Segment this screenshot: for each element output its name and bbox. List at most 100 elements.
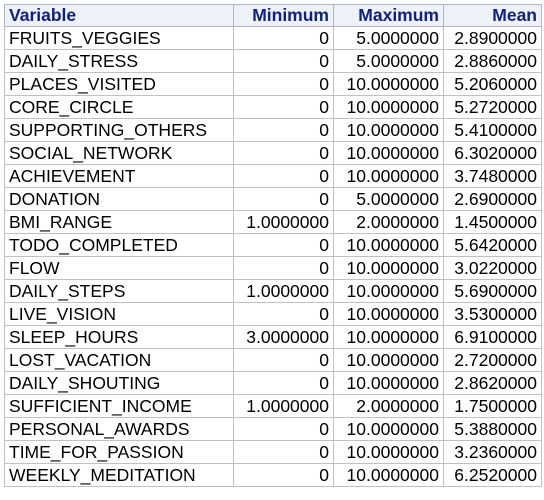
cell-variable: DAILY_STEPS xyxy=(4,279,234,303)
summary-statistics-table: Variable Minimum Maximum Mean FRUITS_VEG… xyxy=(4,4,542,487)
cell-variable: ACHIEVEMENT xyxy=(4,164,234,188)
cell-minimum: 0 xyxy=(233,49,334,73)
column-header-minimum: Minimum xyxy=(233,4,334,27)
column-header-variable: Variable xyxy=(4,4,234,27)
cell-maximum: 10.0000000 xyxy=(333,302,444,326)
cell-minimum: 1.0000000 xyxy=(233,394,334,418)
table-row: SUFFICIENT_INCOME 1.0000000 2.0000000 1.750… xyxy=(4,394,542,418)
cell-mean: 2.8620000 xyxy=(443,371,542,395)
cell-maximum: 10.0000000 xyxy=(333,371,444,395)
cell-mean: 1.7500000 xyxy=(443,394,542,418)
cell-mean: 5.2720000 xyxy=(443,95,542,119)
table-header: Variable Minimum Maximum Mean xyxy=(4,4,542,27)
cell-minimum: 0 xyxy=(233,118,334,142)
table-row: PLACES_VISITED 0 10.0000000 5.2060000 xyxy=(4,72,542,96)
cell-maximum: 10.0000000 xyxy=(333,256,444,280)
cell-mean: 3.2360000 xyxy=(443,440,542,464)
cell-variable: FRUITS_VEGGIES xyxy=(4,26,234,50)
table-row: FRUITS_VEGGIES 0 5.0000000 2.8900000 xyxy=(4,26,542,50)
table-row: BMI_RANGE 1.0000000 2.0000000 1.4500000 xyxy=(4,210,542,234)
cell-mean: 5.4100000 xyxy=(443,118,542,142)
cell-maximum: 5.0000000 xyxy=(333,26,444,50)
cell-maximum: 10.0000000 xyxy=(333,279,444,303)
cell-minimum: 1.0000000 xyxy=(233,279,334,303)
table-row: DONATION 0 5.0000000 2.6900000 xyxy=(4,187,542,211)
cell-minimum: 0 xyxy=(233,440,334,464)
summary-statistics-panel: Variable Minimum Maximum Mean FRUITS_VEG… xyxy=(4,4,542,487)
cell-mean: 2.8900000 xyxy=(443,26,542,50)
cell-variable: DONATION xyxy=(4,187,234,211)
table-row: WEEKLY_MEDITATION 0 10.0000000 6.2520000 xyxy=(4,463,542,487)
table-row: DAILY_SHOUTING 0 10.0000000 2.8620000 xyxy=(4,371,542,395)
cell-minimum: 0 xyxy=(233,164,334,188)
cell-minimum: 0 xyxy=(233,302,334,326)
table-row: LOST_VACATION 0 10.0000000 2.7200000 xyxy=(4,348,542,372)
cell-minimum: 0 xyxy=(233,187,334,211)
cell-maximum: 10.0000000 xyxy=(333,95,444,119)
cell-minimum: 0 xyxy=(233,141,334,165)
cell-variable: TODO_COMPLETED xyxy=(4,233,234,257)
cell-minimum: 0 xyxy=(233,256,334,280)
cell-mean: 3.7480000 xyxy=(443,164,542,188)
cell-maximum: 2.0000000 xyxy=(333,210,444,234)
cell-maximum: 10.0000000 xyxy=(333,141,444,165)
column-header-maximum: Maximum xyxy=(333,4,444,27)
cell-variable: SLEEP_HOURS xyxy=(4,325,234,349)
cell-variable: PLACES_VISITED xyxy=(4,72,234,96)
cell-mean: 1.4500000 xyxy=(443,210,542,234)
header-row: Variable Minimum Maximum Mean xyxy=(4,4,542,27)
cell-minimum: 0 xyxy=(233,26,334,50)
table-row: ACHIEVEMENT 0 10.0000000 3.7480000 xyxy=(4,164,542,188)
cell-variable: DAILY_SHOUTING xyxy=(4,371,234,395)
cell-mean: 3.5300000 xyxy=(443,302,542,326)
cell-minimum: 0 xyxy=(233,371,334,395)
cell-minimum: 0 xyxy=(233,95,334,119)
cell-variable: PERSONAL_AWARDS xyxy=(4,417,234,441)
cell-minimum: 0 xyxy=(233,348,334,372)
cell-maximum: 10.0000000 xyxy=(333,164,444,188)
table-row: TODO_COMPLETED 0 10.0000000 5.6420000 xyxy=(4,233,542,257)
cell-mean: 2.6900000 xyxy=(443,187,542,211)
table-body: FRUITS_VEGGIES 0 5.0000000 2.8900000 DAILY_S… xyxy=(4,26,542,487)
cell-mean: 2.8860000 xyxy=(443,49,542,73)
cell-minimum: 1.0000000 xyxy=(233,210,334,234)
cell-mean: 6.3020000 xyxy=(443,141,542,165)
table-row: DAILY_STRESS 0 5.0000000 2.8860000 xyxy=(4,49,542,73)
cell-minimum: 3.0000000 xyxy=(233,325,334,349)
cell-variable: FLOW xyxy=(4,256,234,280)
table-row: SOCIAL_NETWORK 0 10.0000000 6.3020000 xyxy=(4,141,542,165)
cell-minimum: 0 xyxy=(233,72,334,96)
cell-minimum: 0 xyxy=(233,417,334,441)
table-row: PERSONAL_AWARDS 0 10.0000000 5.3880000 xyxy=(4,417,542,441)
cell-maximum: 10.0000000 xyxy=(333,233,444,257)
cell-minimum: 0 xyxy=(233,233,334,257)
cell-maximum: 10.0000000 xyxy=(333,440,444,464)
cell-maximum: 10.0000000 xyxy=(333,325,444,349)
cell-variable: WEEKLY_MEDITATION xyxy=(4,463,234,487)
cell-maximum: 10.0000000 xyxy=(333,118,444,142)
cell-mean: 5.2060000 xyxy=(443,72,542,96)
cell-variable: BMI_RANGE xyxy=(4,210,234,234)
cell-mean: 2.7200000 xyxy=(443,348,542,372)
cell-variable: LOST_VACATION xyxy=(4,348,234,372)
cell-variable: CORE_CIRCLE xyxy=(4,95,234,119)
cell-variable: SOCIAL_NETWORK xyxy=(4,141,234,165)
cell-maximum: 10.0000000 xyxy=(333,417,444,441)
table-row: CORE_CIRCLE 0 10.0000000 5.2720000 xyxy=(4,95,542,119)
cell-maximum: 10.0000000 xyxy=(333,348,444,372)
cell-mean: 5.6420000 xyxy=(443,233,542,257)
column-header-mean: Mean xyxy=(443,4,542,27)
cell-variable: LIVE_VISION xyxy=(4,302,234,326)
cell-maximum: 5.0000000 xyxy=(333,49,444,73)
cell-variable: SUPPORTING_OTHERS xyxy=(4,118,234,142)
table-row: SUPPORTING_OTHERS 0 10.0000000 5.4100000 xyxy=(4,118,542,142)
table-row: TIME_FOR_PASSION 0 10.0000000 3.2360000 xyxy=(4,440,542,464)
cell-minimum: 0 xyxy=(233,463,334,487)
cell-mean: 6.2520000 xyxy=(443,463,542,487)
cell-variable: DAILY_STRESS xyxy=(4,49,234,73)
table-row: LIVE_VISION 0 10.0000000 3.5300000 xyxy=(4,302,542,326)
table-row: DAILY_STEPS 1.0000000 10.0000000 5.6900000 xyxy=(4,279,542,303)
cell-mean: 6.9100000 xyxy=(443,325,542,349)
cell-mean: 5.3880000 xyxy=(443,417,542,441)
table-row: FLOW 0 10.0000000 3.0220000 xyxy=(4,256,542,280)
